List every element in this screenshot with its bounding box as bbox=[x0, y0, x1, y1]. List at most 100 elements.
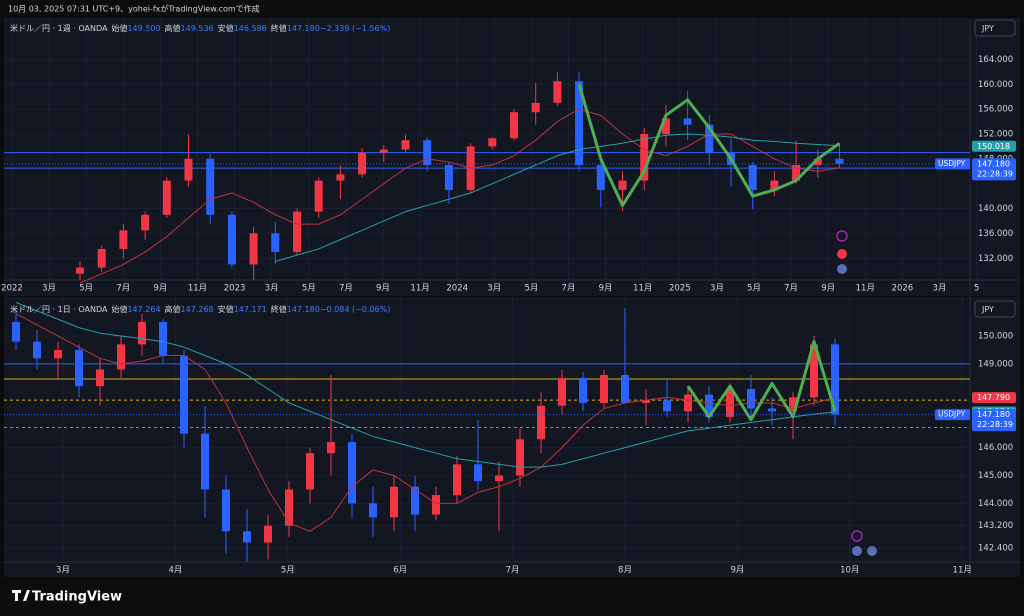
info-value: 147.171 bbox=[234, 305, 267, 314]
candle-body bbox=[33, 341, 41, 359]
x-tick-label: 9月 bbox=[730, 566, 744, 576]
x-tick-label: 5月 bbox=[747, 284, 761, 294]
candle-body bbox=[369, 503, 377, 518]
chart-title: 米ドル／円 · 1週 · OANDA bbox=[10, 23, 108, 33]
candle-body bbox=[348, 442, 356, 504]
y-tick-label: 156.000 bbox=[978, 105, 1013, 115]
indicator-line bbox=[686, 340, 837, 422]
candle-body bbox=[119, 230, 128, 249]
panel-daily bbox=[4, 297, 1020, 577]
candle-body bbox=[683, 118, 692, 125]
countdown: 22:28:39 bbox=[977, 169, 1013, 178]
info-label: 安値 bbox=[218, 304, 234, 314]
info-value: 147.180 bbox=[287, 24, 320, 33]
indicator-line bbox=[275, 133, 840, 262]
x-tick-label: 9月 bbox=[599, 284, 613, 294]
candle-body bbox=[97, 248, 106, 268]
x-tick-label: 11月 bbox=[410, 284, 429, 294]
candle-body bbox=[770, 180, 779, 190]
candle-body bbox=[618, 180, 627, 190]
countdown: 22:28:39 bbox=[977, 420, 1013, 429]
info-label: 終値 bbox=[271, 23, 287, 33]
currency: JPY bbox=[981, 24, 994, 33]
candle-body bbox=[516, 439, 524, 476]
symbol-info: 米ドル／円 · 1週 · OANDA 始値149.500 高値149.536 安値14… bbox=[10, 23, 390, 33]
x-tick-label: 3月 bbox=[933, 284, 947, 294]
info-label: 終値 bbox=[271, 304, 287, 314]
x-tick-label: 11月 bbox=[633, 284, 652, 294]
logo-mark bbox=[12, 590, 30, 601]
x-tick-label: 2025 bbox=[669, 284, 691, 294]
brand: TradingView bbox=[32, 590, 122, 605]
candle-body bbox=[510, 112, 518, 139]
event-icon bbox=[852, 546, 862, 556]
candle-body bbox=[642, 400, 650, 403]
info-value: 149.500 bbox=[127, 24, 160, 33]
candle-body bbox=[684, 394, 692, 412]
candle-body bbox=[640, 133, 649, 181]
y-tick-label: 160.000 bbox=[978, 80, 1013, 90]
x-tick-label: 3月 bbox=[56, 566, 70, 576]
candle-body bbox=[792, 165, 801, 181]
candle-body bbox=[663, 400, 671, 412]
candle-body bbox=[117, 344, 125, 370]
event-icon bbox=[837, 264, 847, 274]
candle-body bbox=[748, 165, 757, 190]
candle-body bbox=[243, 531, 251, 543]
y-tick-label: 144.000 bbox=[978, 499, 1013, 509]
symbol-info: 米ドル／円 · 1日 · OANDA 始値147.264 高値147.268 安値14… bbox=[10, 304, 390, 314]
info-value: 149.536 bbox=[181, 24, 214, 33]
event-icon bbox=[836, 230, 848, 242]
x-tick-label: 5月 bbox=[281, 566, 295, 576]
candle-body bbox=[12, 322, 20, 342]
candle-body bbox=[488, 138, 497, 147]
candle-body bbox=[222, 489, 230, 532]
candle-body bbox=[293, 211, 301, 253]
candle-body bbox=[831, 344, 839, 415]
x-tick-label: 3月 bbox=[710, 284, 724, 294]
x-tick-label: 6月 bbox=[393, 566, 407, 576]
x-tick-label: 7月 bbox=[116, 284, 130, 294]
candle-body bbox=[76, 267, 84, 274]
x-tick-label: 11月 bbox=[953, 566, 972, 576]
y-tick-label: 149.000 bbox=[978, 359, 1013, 369]
candle-body bbox=[54, 349, 62, 359]
candle-body bbox=[401, 140, 410, 150]
candle-body bbox=[285, 489, 293, 526]
header: 10月 03, 2025 07:31 UTC+9、yohei-fxがTradin… bbox=[8, 4, 260, 14]
y-tick-label: 143.200 bbox=[978, 521, 1013, 531]
x-tick-label: 5月 bbox=[302, 284, 316, 294]
candle-body bbox=[596, 165, 605, 190]
candle-body bbox=[184, 158, 193, 181]
event-icons bbox=[836, 230, 877, 556]
candle-body bbox=[201, 433, 209, 490]
x-tick-label: 9月 bbox=[153, 284, 167, 294]
x-tick-label: 7月 bbox=[784, 284, 798, 294]
y-tick-label: 164.000 bbox=[978, 55, 1013, 65]
x-tick-label: 5 bbox=[974, 284, 979, 294]
chart-title: 米ドル／円 · 1日 · OANDA bbox=[10, 304, 108, 314]
last-price-box bbox=[972, 158, 1016, 181]
candle-body bbox=[768, 408, 776, 412]
symbol-box bbox=[935, 409, 970, 421]
info-value: −2.339 (−1.56%) bbox=[320, 24, 391, 33]
price-label: 147.790 bbox=[977, 393, 1010, 402]
candle-body bbox=[553, 81, 562, 103]
candle-body bbox=[531, 102, 540, 113]
info-value: 147.268 bbox=[181, 305, 214, 314]
candle-body bbox=[138, 322, 146, 345]
y-tick-label: 142.400 bbox=[978, 544, 1013, 554]
event-icon bbox=[851, 530, 863, 542]
candle-body bbox=[411, 486, 419, 515]
candle-body bbox=[726, 389, 734, 417]
candle-body bbox=[314, 180, 323, 212]
event-icon bbox=[867, 546, 877, 556]
info-label: 高値 bbox=[165, 304, 181, 314]
price-label: 150.018 bbox=[977, 142, 1010, 151]
candle-body bbox=[249, 233, 258, 265]
candle-body bbox=[747, 389, 755, 409]
y-tick-label: 146.000 bbox=[978, 443, 1013, 453]
candle-body bbox=[575, 81, 584, 166]
info-label: 安値 bbox=[218, 23, 234, 33]
